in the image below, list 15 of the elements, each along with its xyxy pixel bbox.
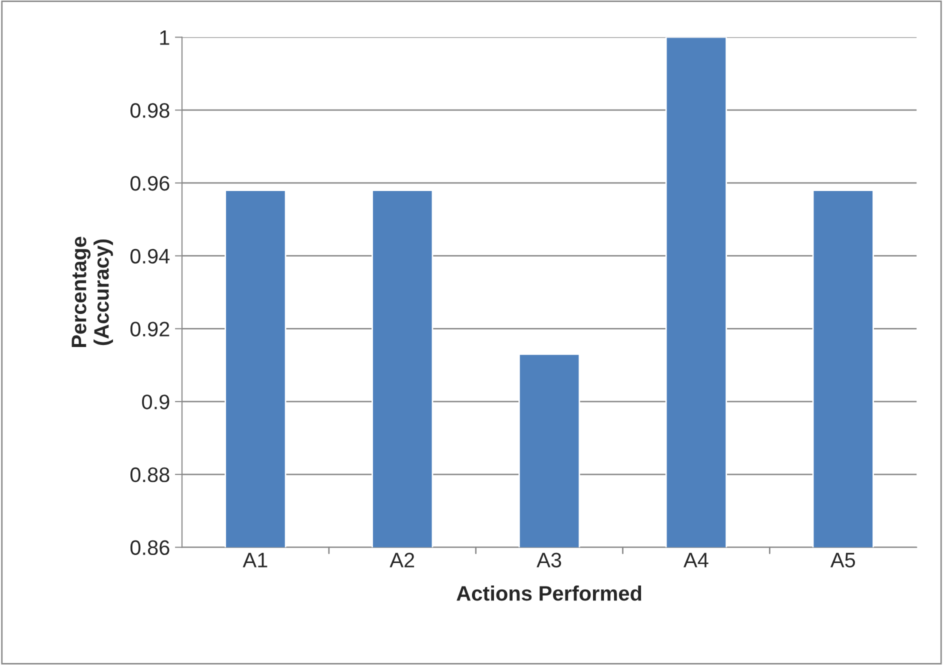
x-tick-label: A3 bbox=[536, 552, 562, 568]
x-tick-label: A5 bbox=[830, 552, 856, 568]
y-tick-label: 1 bbox=[160, 30, 170, 45]
y-tick-label: 0.98 bbox=[130, 103, 170, 118]
x-tick-label: A2 bbox=[390, 552, 414, 568]
y-tick-label: 0.88 bbox=[130, 467, 170, 482]
y-tick-label: 0.9 bbox=[142, 394, 170, 410]
y-tick-label: 0.86 bbox=[130, 540, 170, 556]
y-axis-title: Percentage (Accuracy) bbox=[72, 236, 113, 348]
y-tick-label: 0.92 bbox=[130, 322, 170, 336]
x-tick-label: A4 bbox=[684, 552, 708, 568]
x-axis-title: Actions Performed bbox=[456, 585, 642, 601]
x-tick-label: A1 bbox=[242, 552, 268, 568]
y-tick-label: 0.94 bbox=[130, 248, 170, 264]
y-tick-label: 0.96 bbox=[130, 176, 170, 191]
